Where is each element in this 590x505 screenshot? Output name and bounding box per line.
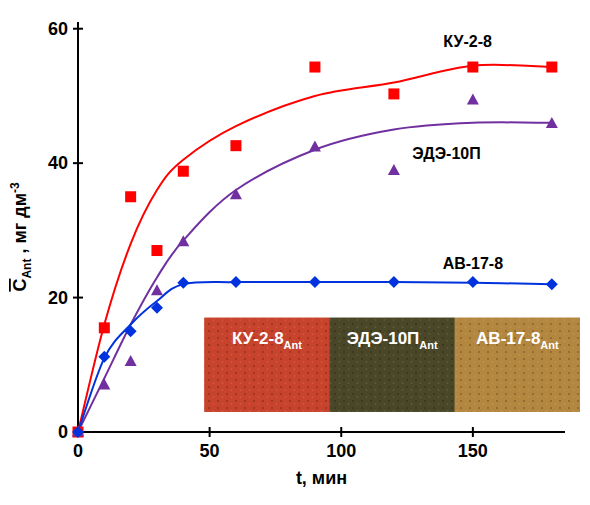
y-axis xyxy=(77,22,79,432)
data-point xyxy=(388,276,400,288)
points xyxy=(72,62,558,438)
y-tick-label: 20 xyxy=(48,288,68,308)
inset-photo xyxy=(204,318,329,412)
data-point xyxy=(177,235,189,246)
x-tick-label: 0 xyxy=(73,441,83,461)
x-tick xyxy=(340,427,342,437)
inset-texture xyxy=(204,318,329,412)
data-point xyxy=(388,164,400,175)
data-point xyxy=(72,426,84,438)
y-axis-title-subscript: Ant xyxy=(20,259,34,279)
x-tick-label: 100 xyxy=(326,441,356,461)
data-point xyxy=(230,188,242,199)
data-point xyxy=(546,62,557,73)
inset-texture xyxy=(330,318,455,412)
inset-label-subscript: Ant xyxy=(284,339,303,351)
data-point xyxy=(467,276,479,288)
inset-label-subscript: Ant xyxy=(419,339,438,351)
data-point xyxy=(309,141,321,152)
series-label: КУ-2-8 xyxy=(443,33,492,50)
data-point xyxy=(546,117,558,128)
data-point xyxy=(388,88,399,99)
inset-photo xyxy=(455,318,580,412)
data-point xyxy=(230,140,241,151)
data-point xyxy=(309,276,321,288)
data-point xyxy=(98,378,110,389)
inset-label-subscript: Ant xyxy=(540,339,559,351)
data-point xyxy=(467,93,479,104)
x-tick-label: 50 xyxy=(200,441,220,461)
y-axis-title-symbol: C xyxy=(10,279,30,292)
data-point xyxy=(125,355,137,366)
inset-label: КУ-2-8Ant xyxy=(232,329,302,351)
series-label: ЭДЭ-10П xyxy=(412,145,480,162)
x-tick xyxy=(209,427,211,437)
insets: КУ-2-8AntЭДЭ-10ПAntАВ-17-8Ant xyxy=(204,318,580,412)
y-tick-label: 40 xyxy=(48,153,68,173)
inset-label: АВ-17-8Ant xyxy=(476,329,559,351)
data-point xyxy=(467,62,478,73)
data-point xyxy=(309,62,320,73)
y-axis-title-unit: , мг дм xyxy=(10,193,30,259)
data-point xyxy=(125,191,136,202)
data-point xyxy=(125,325,137,337)
data-point xyxy=(178,166,189,177)
y-tick xyxy=(73,28,83,30)
inset-label-text: АВ-17-8 xyxy=(476,329,540,348)
inset-photo xyxy=(330,318,455,412)
inset-label-text: ЭДЭ-10П xyxy=(347,329,420,348)
x-tick xyxy=(472,427,474,437)
data-point xyxy=(177,277,189,289)
data-point xyxy=(99,322,110,333)
series-label: АВ-17-8 xyxy=(443,255,504,272)
y-axis-title: CAnt , мг дм-3 xyxy=(8,182,34,292)
y-tick xyxy=(73,297,83,299)
x-axis xyxy=(78,431,565,433)
data-point xyxy=(151,245,162,256)
data-point xyxy=(98,351,110,363)
y-tick-label: 60 xyxy=(48,19,68,39)
y-tick-label: 0 xyxy=(58,422,68,442)
inset-texture xyxy=(455,318,580,412)
data-point xyxy=(546,278,558,290)
x-tick-label: 150 xyxy=(458,441,488,461)
inset-label-text: КУ-2-8 xyxy=(232,329,284,348)
y-axis-title-superscript: -3 xyxy=(8,182,22,193)
data-point xyxy=(151,284,163,295)
data-point xyxy=(151,302,163,314)
data-point xyxy=(73,427,84,438)
inset-label: ЭДЭ-10ПAnt xyxy=(347,329,438,351)
x-axis-title: t, мин xyxy=(296,468,347,488)
y-tick xyxy=(73,162,83,164)
data-point xyxy=(230,276,242,288)
chart: 0501001500204060t, минCAnt , мг дм-3КУ-2… xyxy=(0,0,590,505)
